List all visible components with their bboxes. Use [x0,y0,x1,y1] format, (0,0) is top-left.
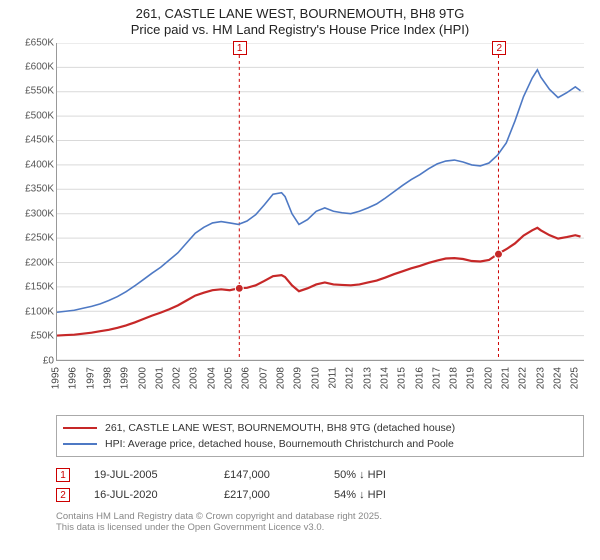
sale-marker-badge: 1 [233,41,247,55]
legend-item-hpi: HPI: Average price, detached house, Bour… [63,436,577,452]
footer-line1: Contains HM Land Registry data © Crown c… [56,511,590,523]
chart-area: £0 £50K £100K £150K £200K £250K £300K £350K £400… [10,43,590,413]
sale-point-vs-hpi: 50% ↓ HPI [334,469,386,481]
x-tick-label: 2022 [518,367,529,389]
sale-point-dot [494,250,502,258]
x-tick-label: 2011 [327,367,338,389]
footer-line2: This data is licensed under the Open Gov… [56,522,590,534]
x-tick-label: 1997 [85,367,96,389]
sale-point-row: 2 16-JUL-2020£217,00054% ↓ HPI [56,485,584,505]
x-tick-label: 2005 [224,367,235,389]
y-tick-label: £250K [25,233,54,244]
y-axis: £0£50K£100K£150K£200K£250K£300K£350K£400… [10,43,56,361]
sale-point-vs-hpi: 54% ↓ HPI [334,489,386,501]
y-tick-label: £150K [25,282,54,293]
y-tick-label: £100K [25,306,54,317]
x-tick-label: 2008 [276,367,287,389]
x-tick-label: 2025 [570,367,581,389]
sale-point-badge: 1 [56,468,70,482]
x-tick-label: 2003 [189,367,200,389]
sale-point-date: 19-JUL-2005 [94,469,224,481]
x-tick-label: 2018 [449,367,460,389]
x-tick-label: 1995 [51,367,62,389]
legend-label-hpi: HPI: Average price, detached house, Bour… [105,438,454,450]
x-tick-label: 2002 [172,367,183,389]
legend-label-property: 261, CASTLE LANE WEST, BOURNEMOUTH, BH8 … [105,422,455,434]
sale-point-dot [235,284,243,292]
x-tick-label: 2009 [293,367,304,389]
attribution-footer: Contains HM Land Registry data © Crown c… [56,511,590,535]
x-tick-label: 2020 [483,367,494,389]
chart-title: 261, CASTLE LANE WEST, BOURNEMOUTH, BH8 … [10,6,590,39]
sale-point-badge: 2 [56,488,70,502]
x-tick-label: 1999 [120,367,131,389]
property-line [57,227,581,335]
legend-swatch-property [63,427,97,429]
sale-point-price: £217,000 [224,489,334,501]
y-tick-label: £300K [25,208,54,219]
x-tick-label: 2006 [241,367,252,389]
x-tick-label: 2015 [397,367,408,389]
x-tick-label: 2010 [310,367,321,389]
sale-point-date: 16-JUL-2020 [94,489,224,501]
legend-swatch-hpi [63,443,97,445]
x-tick-label: 2013 [362,367,373,389]
title-address: 261, CASTLE LANE WEST, BOURNEMOUTH, BH8 … [10,6,590,22]
sale-point-price: £147,000 [224,469,334,481]
x-tick-label: 2021 [501,367,512,389]
x-tick-label: 2012 [345,367,356,389]
y-tick-label: £350K [25,184,54,195]
y-tick-label: £600K [25,61,54,72]
legend-item-property: 261, CASTLE LANE WEST, BOURNEMOUTH, BH8 … [63,420,577,436]
y-tick-label: £450K [25,135,54,146]
x-axis: 1995199619971998199920002001200220032004… [56,361,584,409]
y-tick-label: £0 [43,355,54,366]
plot-region: 12 [56,43,584,361]
legend: 261, CASTLE LANE WEST, BOURNEMOUTH, BH8 … [56,415,584,457]
x-tick-label: 2001 [154,367,165,389]
sale-marker-badge: 2 [492,41,506,55]
x-tick-label: 2017 [431,367,442,389]
sale-point-row: 1 19-JUL-2005£147,00050% ↓ HPI [56,465,584,485]
y-tick-label: £400K [25,159,54,170]
x-tick-label: 2014 [379,367,390,389]
x-tick-label: 2023 [535,367,546,389]
y-tick-label: £500K [25,110,54,121]
x-tick-label: 2016 [414,367,425,389]
x-tick-label: 2019 [466,367,477,389]
y-tick-label: £550K [25,86,54,97]
sale-points-block: 1 19-JUL-2005£147,00050% ↓ HPI 2 16-JUL-202… [56,465,584,505]
x-tick-label: 1998 [102,367,113,389]
y-tick-label: £650K [25,37,54,48]
plot-svg [57,43,584,360]
x-tick-label: 2024 [553,367,564,389]
hpi-line [57,69,581,311]
y-tick-label: £50K [31,331,54,342]
title-subtitle: Price paid vs. HM Land Registry's House … [10,22,590,38]
x-tick-label: 2004 [206,367,217,389]
x-tick-label: 1996 [68,367,79,389]
y-tick-label: £200K [25,257,54,268]
x-tick-label: 2007 [258,367,269,389]
x-tick-label: 2000 [137,367,148,389]
